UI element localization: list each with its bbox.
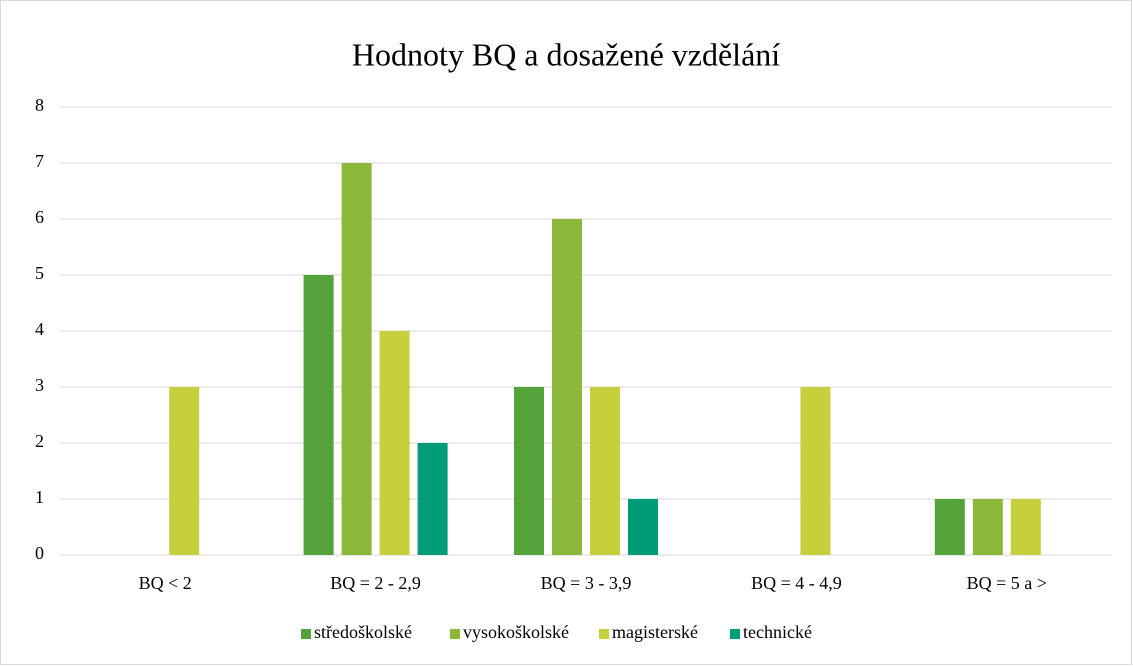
x-tick-label: BQ = 3 - 3,9 xyxy=(541,573,632,593)
y-tick-label: 0 xyxy=(35,543,44,563)
bar xyxy=(628,499,658,555)
y-tick-label: 4 xyxy=(35,319,44,339)
bar xyxy=(341,163,372,555)
y-tick-label: 1 xyxy=(35,487,44,507)
legend-swatch xyxy=(450,629,460,639)
legend-label: středoškolské xyxy=(314,622,412,642)
legend-label: technické xyxy=(743,622,812,642)
y-tick-label: 3 xyxy=(35,375,44,395)
x-tick-label: BQ = 5 a > xyxy=(967,573,1047,593)
bar xyxy=(417,443,448,555)
y-tick-label: 6 xyxy=(35,207,44,227)
x-tick-label: BQ = 4 - 4,9 xyxy=(751,573,842,593)
legend-swatch xyxy=(599,629,609,639)
bar xyxy=(800,387,831,555)
bar xyxy=(514,387,544,555)
bar xyxy=(590,387,620,555)
chart-title: Hodnoty BQ a dosažené vzdělání xyxy=(352,36,780,72)
bar xyxy=(1010,499,1041,555)
y-tick-label: 7 xyxy=(35,151,44,171)
bar xyxy=(972,499,1003,555)
bar xyxy=(169,387,200,555)
legend-label: magisterské xyxy=(612,622,698,642)
y-tick-label: 2 xyxy=(35,431,44,451)
bar xyxy=(552,219,582,555)
legend-swatch xyxy=(730,629,740,639)
bar xyxy=(303,275,334,555)
x-tick-label: BQ = 2 - 2,9 xyxy=(330,573,421,593)
bar xyxy=(934,499,965,555)
bar xyxy=(379,331,410,555)
legend-label: vysokoškolské xyxy=(463,622,569,642)
legend-swatch xyxy=(301,629,311,639)
x-tick-label: BQ < 2 xyxy=(139,573,192,593)
y-tick-label: 8 xyxy=(35,95,44,115)
y-tick-label: 5 xyxy=(35,263,44,283)
